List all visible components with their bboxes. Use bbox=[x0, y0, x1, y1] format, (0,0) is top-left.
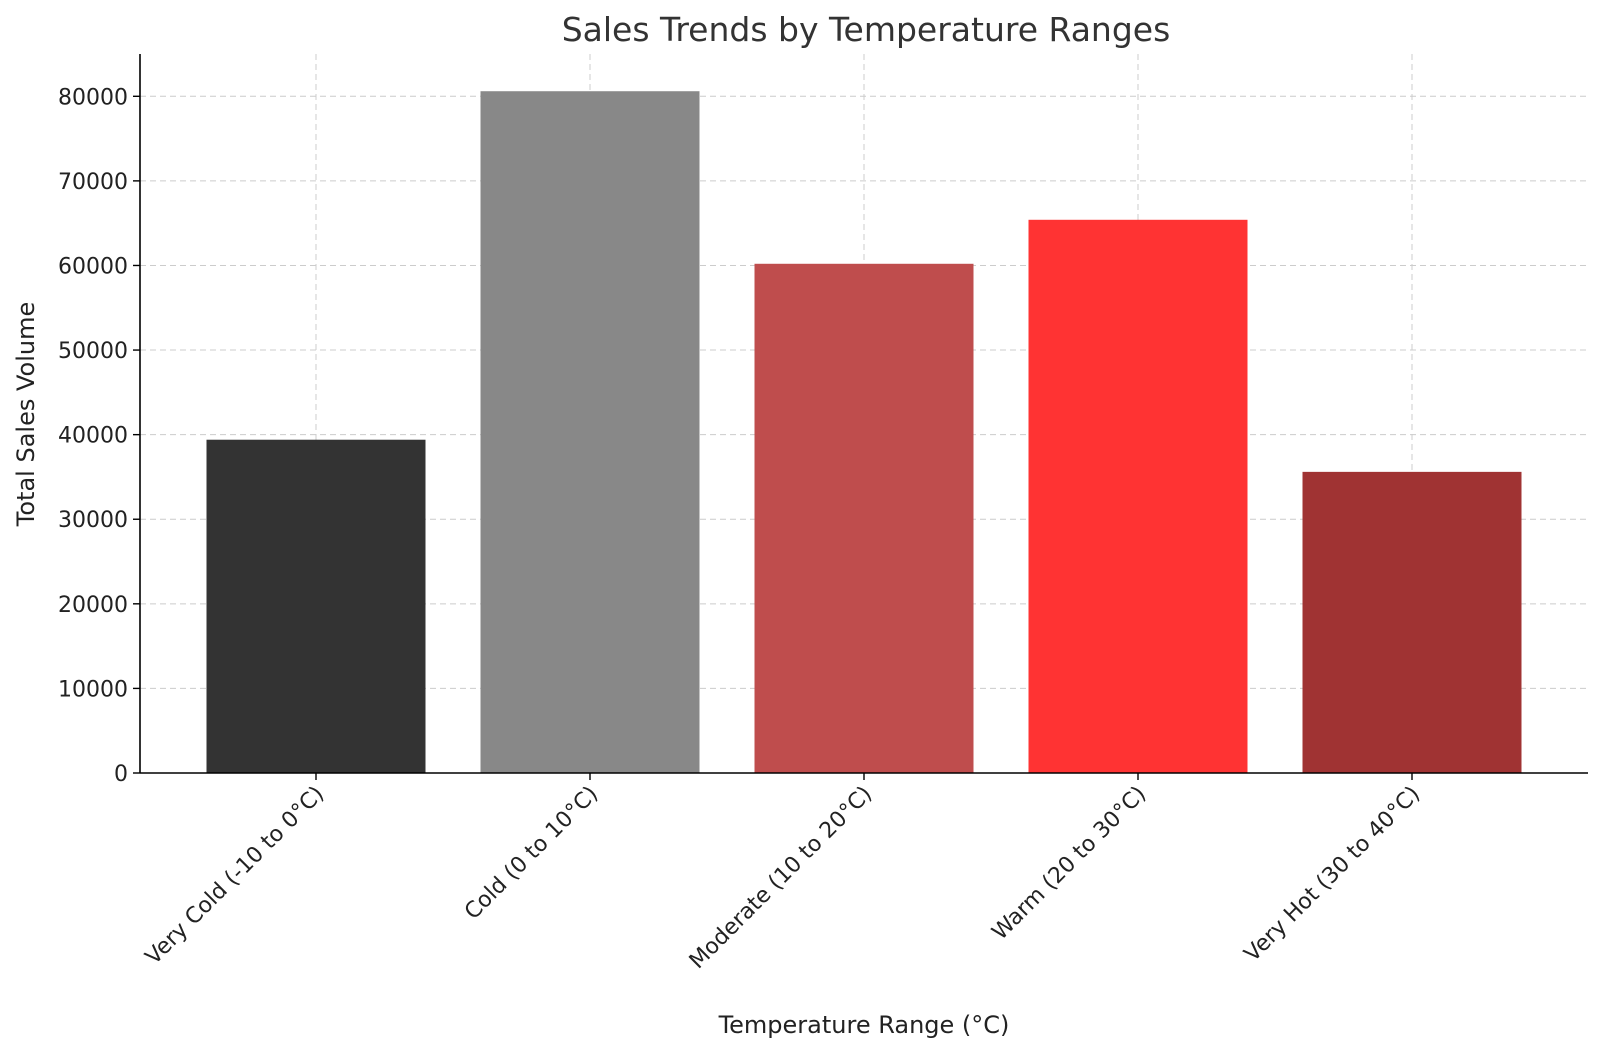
bar-5 bbox=[1302, 471, 1522, 773]
x-tick-label: Very Hot (30 to 40°C) bbox=[1240, 782, 1425, 967]
x-tick-label: Cold (0 to 10°C) bbox=[460, 782, 603, 925]
y-tick-label: 70000 bbox=[58, 170, 128, 195]
y-tick-label: 10000 bbox=[58, 677, 128, 702]
y-tick-label: 0 bbox=[114, 762, 128, 787]
x-tick-label: Very Cold (-10 to 0°C) bbox=[141, 782, 329, 970]
y-ticks: 0 10000 20000 30000 40000 50000 60000 70000 8000… bbox=[58, 85, 140, 787]
bar-4 bbox=[1028, 219, 1248, 773]
y-tick-label: 50000 bbox=[58, 339, 128, 364]
bar-2 bbox=[480, 91, 700, 774]
y-tick-label: 80000 bbox=[58, 85, 128, 110]
y-tick-label: 40000 bbox=[58, 424, 128, 449]
x-tick-label: Warm (20 to 30°C) bbox=[988, 782, 1152, 946]
y-tick-label: 30000 bbox=[58, 508, 128, 533]
bars bbox=[206, 91, 1522, 774]
y-tick-label: 20000 bbox=[58, 593, 128, 618]
bar-1 bbox=[206, 439, 426, 773]
chart-title: Sales Trends by Temperature Ranges bbox=[562, 10, 1171, 49]
y-tick-label: 60000 bbox=[58, 254, 128, 279]
x-ticks: Very Cold (-10 to 0°C) Cold (0 to 10°C) Mo… bbox=[141, 773, 1425, 974]
y-axis-label: Total Sales Volume bbox=[12, 302, 40, 527]
bar-3 bbox=[754, 263, 974, 773]
x-tick-label: Moderate (10 to 20°C) bbox=[685, 782, 877, 974]
x-axis-label: Temperature Range (°C) bbox=[718, 1011, 1010, 1039]
